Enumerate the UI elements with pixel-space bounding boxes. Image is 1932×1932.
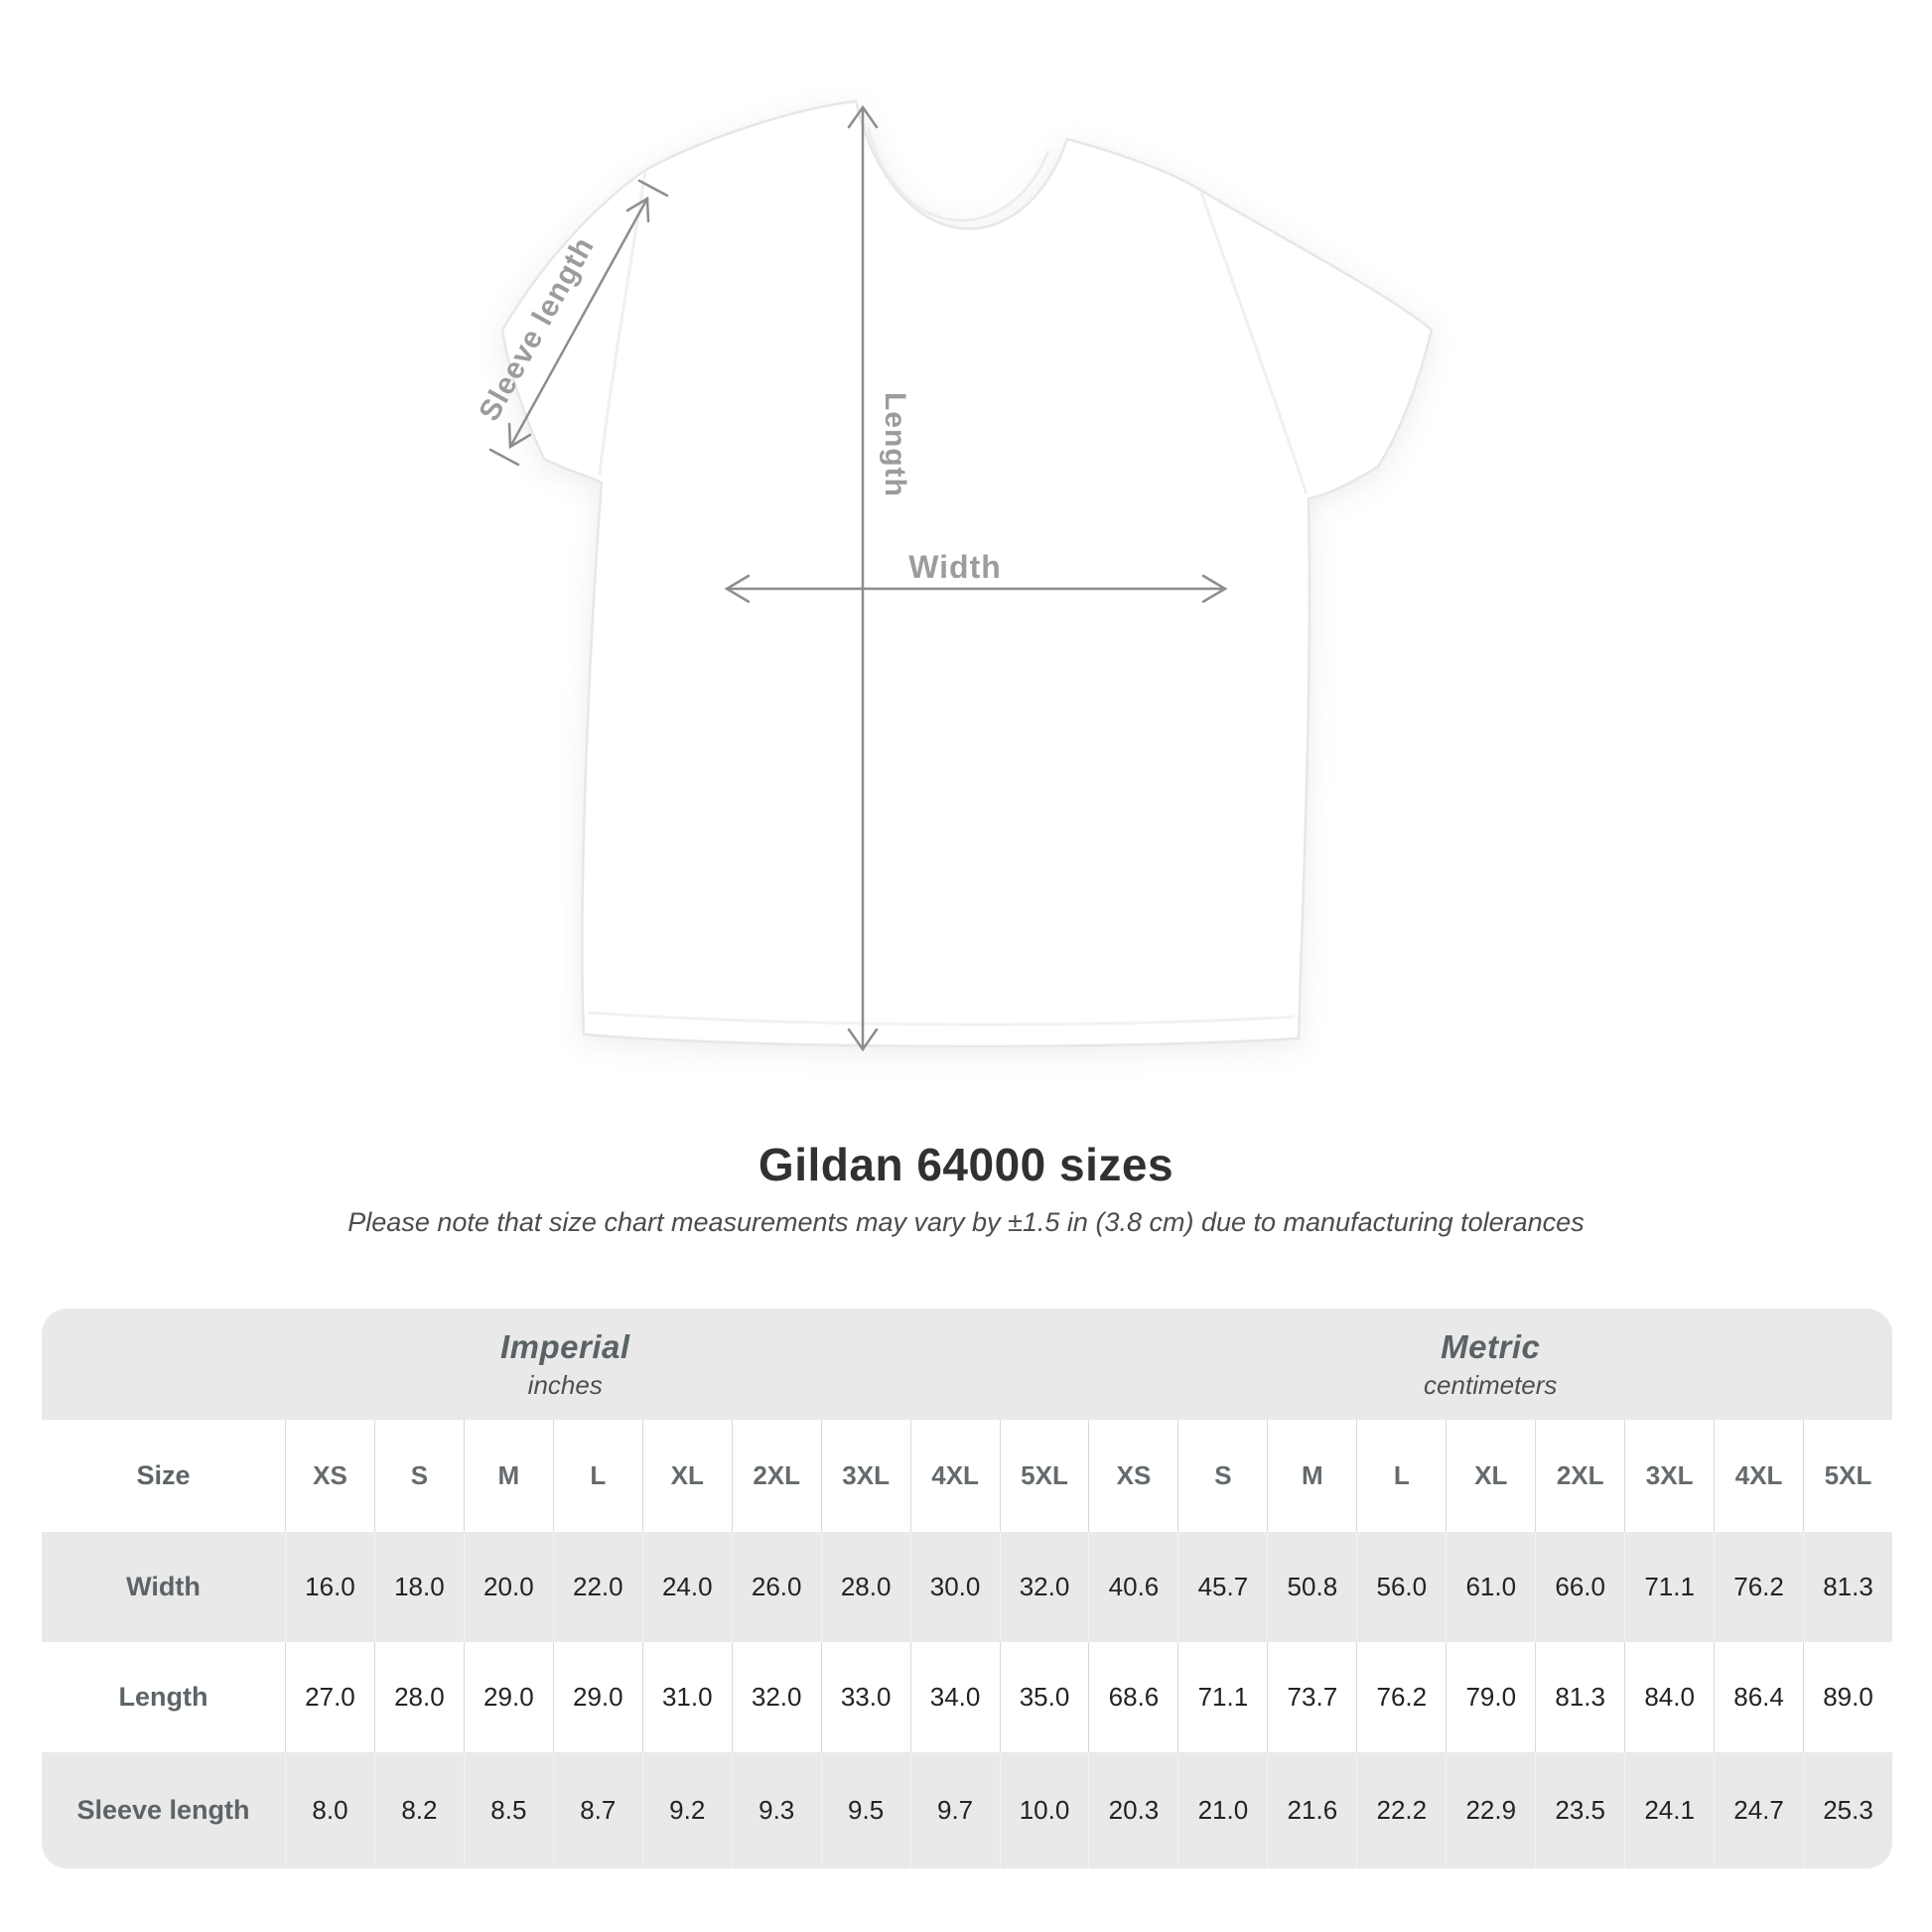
measurement-value-width-imperial: 30.0 bbox=[909, 1532, 1000, 1642]
measurement-value-sleeve-length-imperial: 8.0 bbox=[285, 1752, 374, 1868]
unit-group-title: Imperial bbox=[499, 1327, 630, 1365]
sleeve-length-arrow bbox=[488, 179, 669, 467]
measurement-value-sleeve-length-metric: 21.6 bbox=[1267, 1752, 1357, 1868]
measurement-value-sleeve-length-metric: 22.9 bbox=[1446, 1752, 1536, 1868]
measurement-value-width-metric: 76.2 bbox=[1714, 1532, 1804, 1642]
measurement-value-length-metric: 79.0 bbox=[1446, 1642, 1536, 1752]
measurement-value-sleeve-length-imperial: 9.2 bbox=[641, 1752, 732, 1868]
measurement-value-length-imperial: 27.0 bbox=[285, 1642, 374, 1752]
measurement-value-sleeve-length-metric: 21.0 bbox=[1177, 1752, 1268, 1868]
unit-group-unit: inches bbox=[527, 1369, 603, 1400]
measurement-value-length-imperial: 35.0 bbox=[999, 1642, 1089, 1752]
size-header-metric: XL bbox=[1446, 1420, 1536, 1532]
width-label: Width bbox=[908, 549, 1002, 585]
measurement-value-length-imperial: 31.0 bbox=[641, 1642, 732, 1752]
size-header-imperial: 4XL bbox=[909, 1420, 1000, 1532]
measurement-value-length-metric: 89.0 bbox=[1803, 1642, 1892, 1752]
measurement-value-width-metric: 61.0 bbox=[1446, 1532, 1536, 1642]
length-arrow bbox=[847, 104, 879, 1052]
size-header-imperial: M bbox=[463, 1420, 553, 1532]
measurement-value-sleeve-length-imperial: 10.0 bbox=[999, 1752, 1089, 1868]
size-header-metric: 2XL bbox=[1535, 1420, 1625, 1532]
measurement-value-length-metric: 73.7 bbox=[1267, 1642, 1357, 1752]
subtitle: Please note that size chart measurements… bbox=[347, 1207, 1585, 1237]
unit-group-title: Metric bbox=[1441, 1327, 1541, 1365]
measurement-value-length-metric: 71.1 bbox=[1177, 1642, 1268, 1752]
unit-group-metric: Metric centimeters bbox=[1089, 1309, 1893, 1420]
row-label-length: Length bbox=[42, 1642, 285, 1752]
measurement-value-length-metric: 76.2 bbox=[1356, 1642, 1447, 1752]
row-label-sleeve-length: Sleeve length bbox=[42, 1752, 285, 1868]
length-label: Length bbox=[879, 392, 911, 497]
size-header-imperial: XL bbox=[641, 1420, 732, 1532]
measurement-value-width-imperial: 28.0 bbox=[820, 1532, 910, 1642]
measurement-value-width-metric: 40.6 bbox=[1088, 1532, 1178, 1642]
measurement-value-length-metric: 86.4 bbox=[1714, 1642, 1804, 1752]
size-header-metric: 5XL bbox=[1803, 1420, 1892, 1532]
collar-seam bbox=[866, 126, 1050, 222]
measurement-value-sleeve-length-imperial: 9.7 bbox=[909, 1752, 1000, 1868]
measurement-value-sleeve-length-metric: 23.5 bbox=[1535, 1752, 1625, 1868]
measurement-value-sleeve-length-imperial: 8.5 bbox=[463, 1752, 553, 1868]
unit-group-unit: centimeters bbox=[1424, 1369, 1558, 1400]
size-header-imperial: 3XL bbox=[820, 1420, 910, 1532]
measurement-value-width-metric: 71.1 bbox=[1624, 1532, 1715, 1642]
size-header-imperial: 5XL bbox=[999, 1420, 1089, 1532]
tshirt-diagram: Sleeve length Length Width bbox=[473, 99, 1434, 1052]
width-arrow bbox=[724, 574, 1228, 604]
measurement-value-sleeve-length-imperial: 9.3 bbox=[731, 1752, 821, 1868]
measurement-value-length-imperial: 28.0 bbox=[373, 1642, 464, 1752]
measurement-value-width-imperial: 26.0 bbox=[731, 1532, 821, 1642]
size-header-imperial: S bbox=[373, 1420, 464, 1532]
unit-band: Imperial inches Metric centimeters bbox=[42, 1309, 1892, 1420]
measurement-value-sleeve-length-metric: 24.1 bbox=[1624, 1752, 1715, 1868]
size-header-metric: 4XL bbox=[1714, 1420, 1804, 1532]
size-header-metric: M bbox=[1267, 1420, 1357, 1532]
measurement-value-length-imperial: 29.0 bbox=[552, 1642, 642, 1752]
unit-group-imperial: Imperial inches bbox=[42, 1309, 1089, 1420]
size-table: Imperial inches Metric centimeters Size X… bbox=[42, 1309, 1892, 1868]
measurement-value-length-imperial: 32.0 bbox=[731, 1642, 821, 1752]
measurement-value-width-imperial: 18.0 bbox=[373, 1532, 464, 1642]
measurement-value-width-imperial: 32.0 bbox=[999, 1532, 1089, 1642]
measurement-value-length-imperial: 34.0 bbox=[909, 1642, 1000, 1752]
measurement-value-length-imperial: 29.0 bbox=[463, 1642, 553, 1752]
measurement-value-sleeve-length-imperial: 8.2 bbox=[373, 1752, 464, 1868]
size-header-metric: S bbox=[1177, 1420, 1268, 1532]
size-header-metric: L bbox=[1356, 1420, 1447, 1532]
size-header-imperial: XS bbox=[285, 1420, 374, 1532]
size-header-metric: 3XL bbox=[1624, 1420, 1715, 1532]
measurement-value-width-imperial: 22.0 bbox=[552, 1532, 642, 1642]
tshirt-illustration bbox=[500, 99, 1434, 1048]
measurement-value-sleeve-length-metric: 20.3 bbox=[1088, 1752, 1178, 1868]
size-header-imperial: 2XL bbox=[731, 1420, 821, 1532]
measurement-value-sleeve-length-metric: 24.7 bbox=[1714, 1752, 1804, 1868]
measurement-value-width-metric: 81.3 bbox=[1803, 1532, 1892, 1642]
measurement-value-sleeve-length-imperial: 9.5 bbox=[820, 1752, 910, 1868]
page-title: Gildan 64000 sizes bbox=[758, 1139, 1174, 1190]
right-sleeve-seam bbox=[1199, 192, 1309, 495]
size-header-metric: XS bbox=[1088, 1420, 1178, 1532]
measurement-value-width-imperial: 20.0 bbox=[463, 1532, 553, 1642]
measurement-value-length-metric: 84.0 bbox=[1624, 1642, 1715, 1752]
left-sleeve-seam bbox=[598, 170, 647, 476]
measurement-value-sleeve-length-imperial: 8.7 bbox=[552, 1752, 642, 1868]
size-header-imperial: L bbox=[552, 1420, 642, 1532]
measurement-value-width-metric: 56.0 bbox=[1356, 1532, 1447, 1642]
measurement-value-sleeve-length-metric: 25.3 bbox=[1803, 1752, 1892, 1868]
measurement-value-width-metric: 50.8 bbox=[1267, 1532, 1357, 1642]
size-table-grid: Size XS S M L XL 2XL 3XL 4XL 5XL XS S M L XL 2XL 3XL 4XL 5… bbox=[42, 1420, 1892, 1868]
measurement-value-width-imperial: 24.0 bbox=[641, 1532, 732, 1642]
row-label-width: Width bbox=[42, 1532, 285, 1642]
measurement-value-width-imperial: 16.0 bbox=[285, 1532, 374, 1642]
measurement-value-sleeve-length-metric: 22.2 bbox=[1356, 1752, 1447, 1868]
measurement-value-width-metric: 66.0 bbox=[1535, 1532, 1625, 1642]
measurement-value-length-metric: 68.6 bbox=[1088, 1642, 1178, 1752]
size-column-header: Size bbox=[42, 1420, 285, 1532]
measurement-value-length-metric: 81.3 bbox=[1535, 1642, 1625, 1752]
measurement-value-length-imperial: 33.0 bbox=[820, 1642, 910, 1752]
hem-seam bbox=[587, 1011, 1296, 1027]
tshirt-body bbox=[500, 99, 1434, 1048]
measurement-value-width-metric: 45.7 bbox=[1177, 1532, 1268, 1642]
